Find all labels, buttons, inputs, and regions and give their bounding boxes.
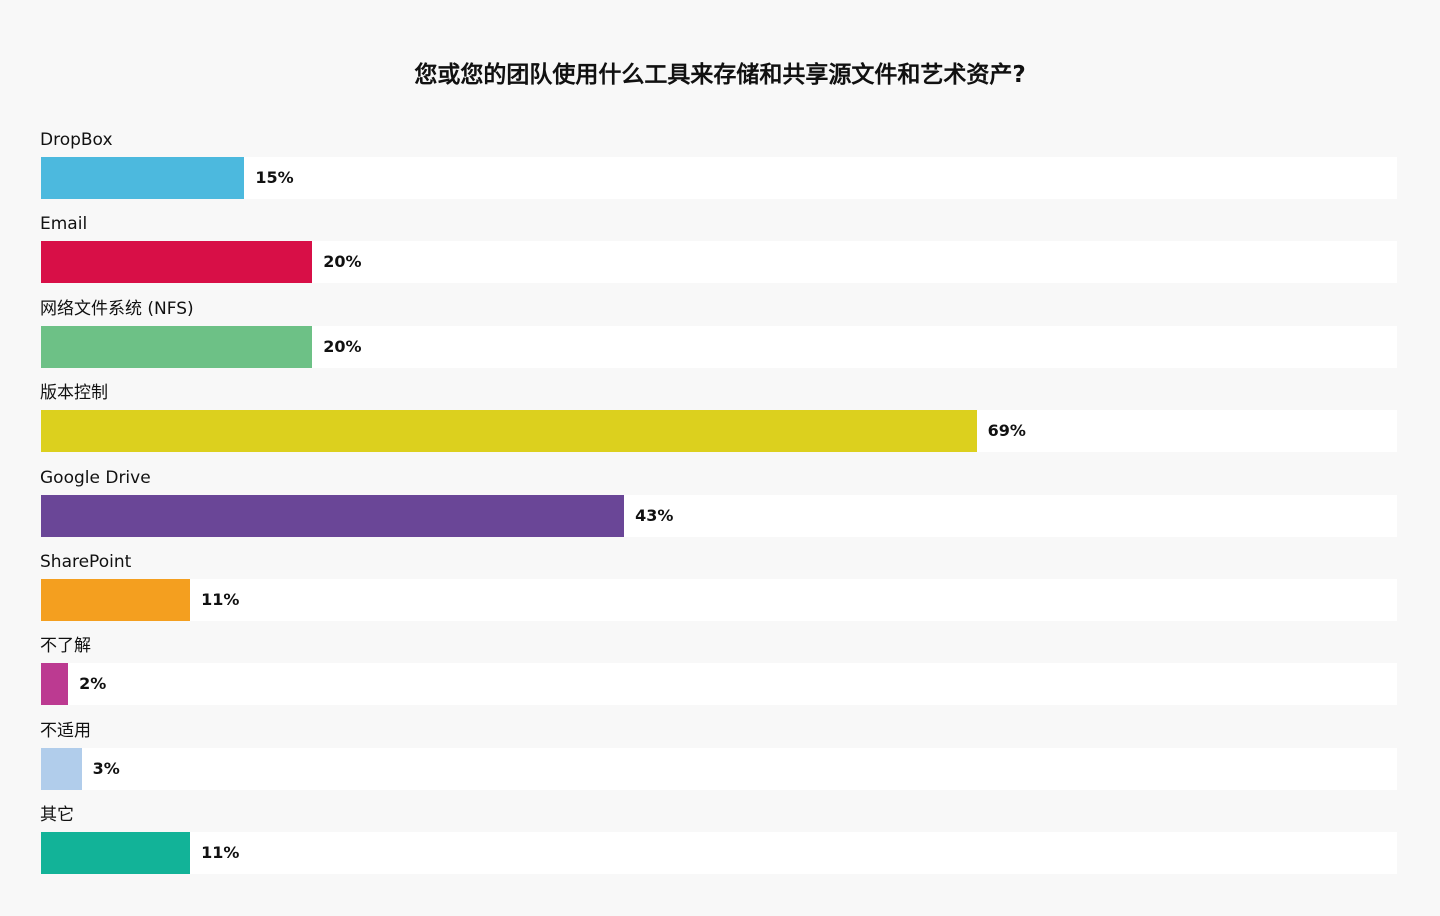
category-label: 不适用: [40, 720, 91, 741]
value-label: 15%: [255, 168, 294, 187]
bar: [41, 241, 313, 284]
value-label: 20%: [323, 252, 362, 272]
bar-track: 3%: [41, 747, 1397, 790]
value-label: 2%: [79, 674, 107, 694]
bar-track: 43%: [41, 494, 1397, 537]
bar: [41, 832, 191, 875]
category-label: Email: [40, 214, 88, 235]
bar: [41, 157, 245, 199]
bar: [41, 663, 69, 706]
category-label: 不了解: [40, 636, 91, 657]
bar-track: 15%: [41, 157, 1397, 199]
category-label: 网络文件系统 (NFS): [40, 298, 194, 319]
bar: [41, 579, 191, 621]
value-label: 11%: [201, 843, 240, 863]
bar-track: 11%: [41, 579, 1397, 621]
chart-title: 您或您的团队使用什么工具来存储和共享源文件和艺术资产?: [414, 62, 1026, 88]
category-label: Google Drive: [40, 467, 151, 488]
bar-track: 20%: [41, 241, 1397, 284]
category-label: SharePoint: [40, 552, 132, 572]
value-label: 11%: [201, 590, 240, 609]
bar-track: 20%: [41, 325, 1397, 368]
bar-track: 69%: [41, 410, 1397, 453]
bar-track: 11%: [41, 832, 1397, 875]
bar-track: 2%: [41, 663, 1397, 706]
bar: [41, 747, 82, 790]
value-label: 43%: [635, 505, 674, 525]
value-label: 69%: [987, 421, 1026, 441]
bar: [41, 410, 977, 453]
value-label: 20%: [323, 336, 362, 356]
value-label: 3%: [92, 758, 120, 778]
category-label: 其它: [40, 805, 74, 826]
category-label: 版本控制: [40, 383, 108, 404]
category-label: DropBox: [40, 130, 113, 150]
bar: [41, 494, 625, 537]
bar: [41, 325, 313, 368]
